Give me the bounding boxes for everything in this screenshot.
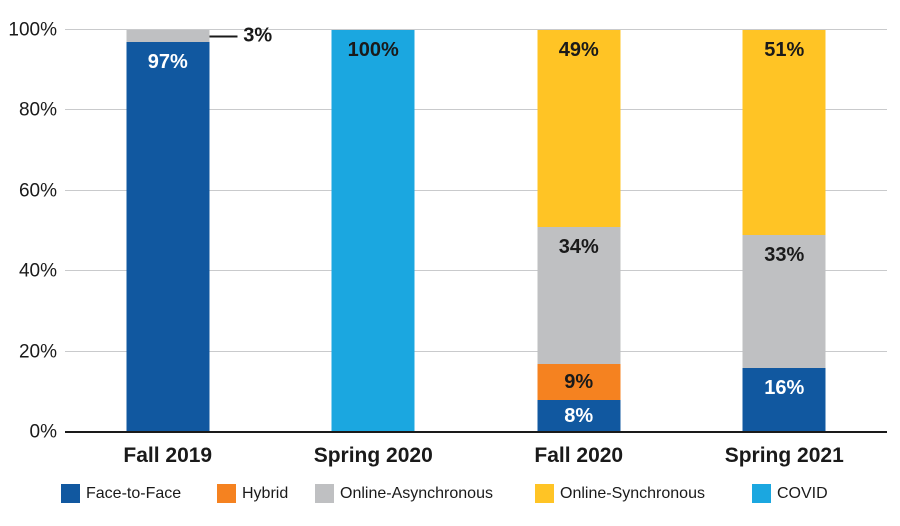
- legend-swatch: [315, 484, 334, 503]
- legend-label: Hybrid: [242, 484, 289, 502]
- gridline: [65, 350, 887, 352]
- segment-label: 100%: [347, 39, 399, 61]
- gridline: [65, 29, 887, 30]
- y-axis-tick-label: 80%: [18, 99, 57, 121]
- gridline: [65, 109, 887, 111]
- legend-label: Face-to-Face: [86, 484, 182, 502]
- bar: 100%: [331, 30, 415, 432]
- segment-label: 8%: [564, 404, 594, 427]
- bar: 97% 3%: [126, 25, 272, 432]
- bar-segment: 8%: [537, 399, 621, 432]
- legend-swatch: [217, 484, 236, 503]
- bar-segment: 51%: [742, 30, 826, 236]
- x-axis-label: Spring 2021: [724, 444, 844, 467]
- bar-segment: 33%: [742, 235, 826, 368]
- bar-segment: 9%: [537, 363, 621, 400]
- bar: 16% 33% 51%: [742, 30, 826, 432]
- callout-label: 3%: [243, 24, 273, 47]
- bar-segment: 3%: [126, 25, 272, 47]
- legend-swatch: [752, 484, 771, 503]
- y-axis-tick-label: 0%: [29, 421, 57, 443]
- bar-segment: 97%: [126, 42, 210, 432]
- legend-item-hybrid: Hybrid: [217, 484, 288, 503]
- bar-segment: 49%: [537, 30, 621, 227]
- legend-label: Online-Synchronous: [560, 484, 705, 502]
- x-axis-label: Fall 2019: [123, 444, 213, 467]
- bar-segment: 100%: [331, 30, 415, 432]
- bar-segment: 34%: [537, 227, 621, 364]
- segment-label: 51%: [764, 39, 805, 62]
- category-slot: 97% 3% Fall 2019: [65, 25, 272, 467]
- legend-item-online-synchronous: Online-Synchronous: [535, 484, 705, 503]
- y-axis: 0% 20% 40% 60% 80% 100%: [0, 21, 57, 442]
- segment-label: 9%: [564, 370, 594, 393]
- legend-swatch: [61, 484, 80, 503]
- plot-area: 97% 3% Fall 2019 100% Spring 2020 8% 9% 34% 49% F…: [65, 25, 888, 467]
- legend-label: COVID: [777, 484, 828, 502]
- bar-segment: 16%: [742, 367, 826, 432]
- category-slot: 16% 33% 51% Spring 2021: [682, 30, 888, 467]
- y-axis-tick-label: 20%: [18, 341, 57, 363]
- bar-slots: 97% 3% Fall 2019 100% Spring 2020 8% 9% 34% 49% F…: [65, 25, 888, 467]
- bar: 8% 9% 34% 49%: [537, 30, 621, 432]
- y-axis-tick-label: 60%: [18, 180, 57, 202]
- y-axis-tick-label: 40%: [18, 260, 57, 282]
- x-axis-label: Fall 2020: [534, 444, 624, 467]
- x-axis-line: [65, 431, 887, 433]
- callout: 3%: [209, 25, 272, 48]
- y-axis-tick-label: 100%: [8, 19, 57, 41]
- segment-label: 33%: [764, 244, 805, 267]
- legend-item-face-to-face: Face-to-Face: [61, 484, 181, 503]
- gridline: [65, 270, 887, 272]
- category-slot: 100% Spring 2020: [271, 30, 477, 467]
- segment-label: 49%: [558, 39, 599, 62]
- legend-item-covid: COVID: [752, 484, 828, 503]
- segment-label: 34%: [558, 236, 599, 258]
- legend-item-online-asynchronous: Online-Asynchronous: [315, 484, 493, 503]
- gridline: [65, 189, 887, 191]
- category-slot: 8% 9% 34% 49% Fall 2020: [476, 30, 682, 467]
- segment-label: 97%: [147, 51, 188, 74]
- legend-label: Online-Asynchronous: [340, 484, 493, 502]
- x-axis-label: Spring 2020: [313, 444, 433, 467]
- callout-line: [209, 35, 238, 38]
- legend-swatch: [535, 484, 554, 503]
- legend: Face-to-Face Hybrid Online-Asynchronous Onl…: [0, 484, 900, 506]
- segment-label: 16%: [764, 376, 805, 399]
